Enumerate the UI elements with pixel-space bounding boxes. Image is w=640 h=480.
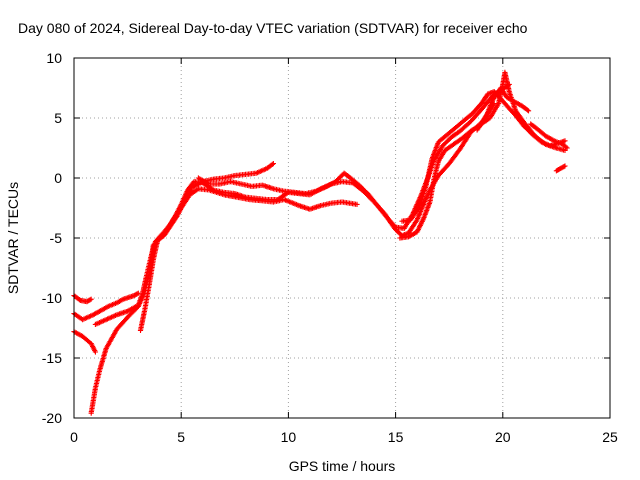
x-tick-label: 20: [495, 429, 511, 445]
data-point: [270, 161, 276, 167]
x-tick-label: 10: [281, 429, 297, 445]
x-tick-label: 5: [177, 429, 185, 445]
data-point: [269, 161, 275, 167]
data-point: [134, 291, 140, 297]
y-tick-label: -10: [42, 290, 62, 306]
data-point: [525, 108, 532, 114]
x-tick-label: 25: [602, 429, 618, 445]
series-track-5: [92, 101, 497, 327]
y-tick-label: -15: [42, 350, 62, 366]
data-point: [562, 138, 568, 144]
x-tick-label: 15: [388, 429, 404, 445]
grid: [74, 58, 610, 418]
series-track-12: [553, 163, 568, 174]
data-point: [76, 297, 82, 303]
chart-title: Day 080 of 2024, Sidereal Day-to-day VTE…: [18, 20, 528, 36]
data-point: [87, 297, 93, 303]
series-track-11: [528, 121, 570, 151]
data-point: [564, 145, 570, 151]
series-track-10: [474, 85, 532, 133]
x-axis-label: GPS time / hours: [289, 458, 396, 474]
series-track-8: [397, 69, 568, 241]
data-points: [71, 69, 570, 416]
data-point: [88, 296, 94, 302]
data-point: [561, 164, 567, 170]
data-point: [562, 163, 568, 169]
series-track-4: [88, 186, 360, 416]
data-point: [524, 107, 531, 113]
series-track-7: [195, 81, 512, 231]
y-tick-label: -20: [42, 410, 62, 426]
data-point: [563, 144, 569, 150]
series-track-3: [71, 290, 141, 323]
series-track-2: [71, 293, 94, 305]
y-tick-label: 5: [54, 110, 62, 126]
y-axis-label: SDTVAR / TECUs: [5, 182, 21, 294]
y-tick-label: -5: [50, 230, 63, 246]
x-tick-label: 0: [70, 429, 78, 445]
y-tick-label: 10: [46, 50, 62, 66]
y-tick-label: 0: [54, 170, 62, 186]
series-track-6: [137, 161, 276, 333]
axis-ticks: 0 5 10 15 20 25 -20 -15 -10 -5 0 5 10: [42, 50, 618, 445]
data-point: [354, 201, 360, 207]
plot-frame: [73, 57, 611, 419]
data-point: [92, 349, 99, 355]
series-track-1: [71, 329, 99, 355]
